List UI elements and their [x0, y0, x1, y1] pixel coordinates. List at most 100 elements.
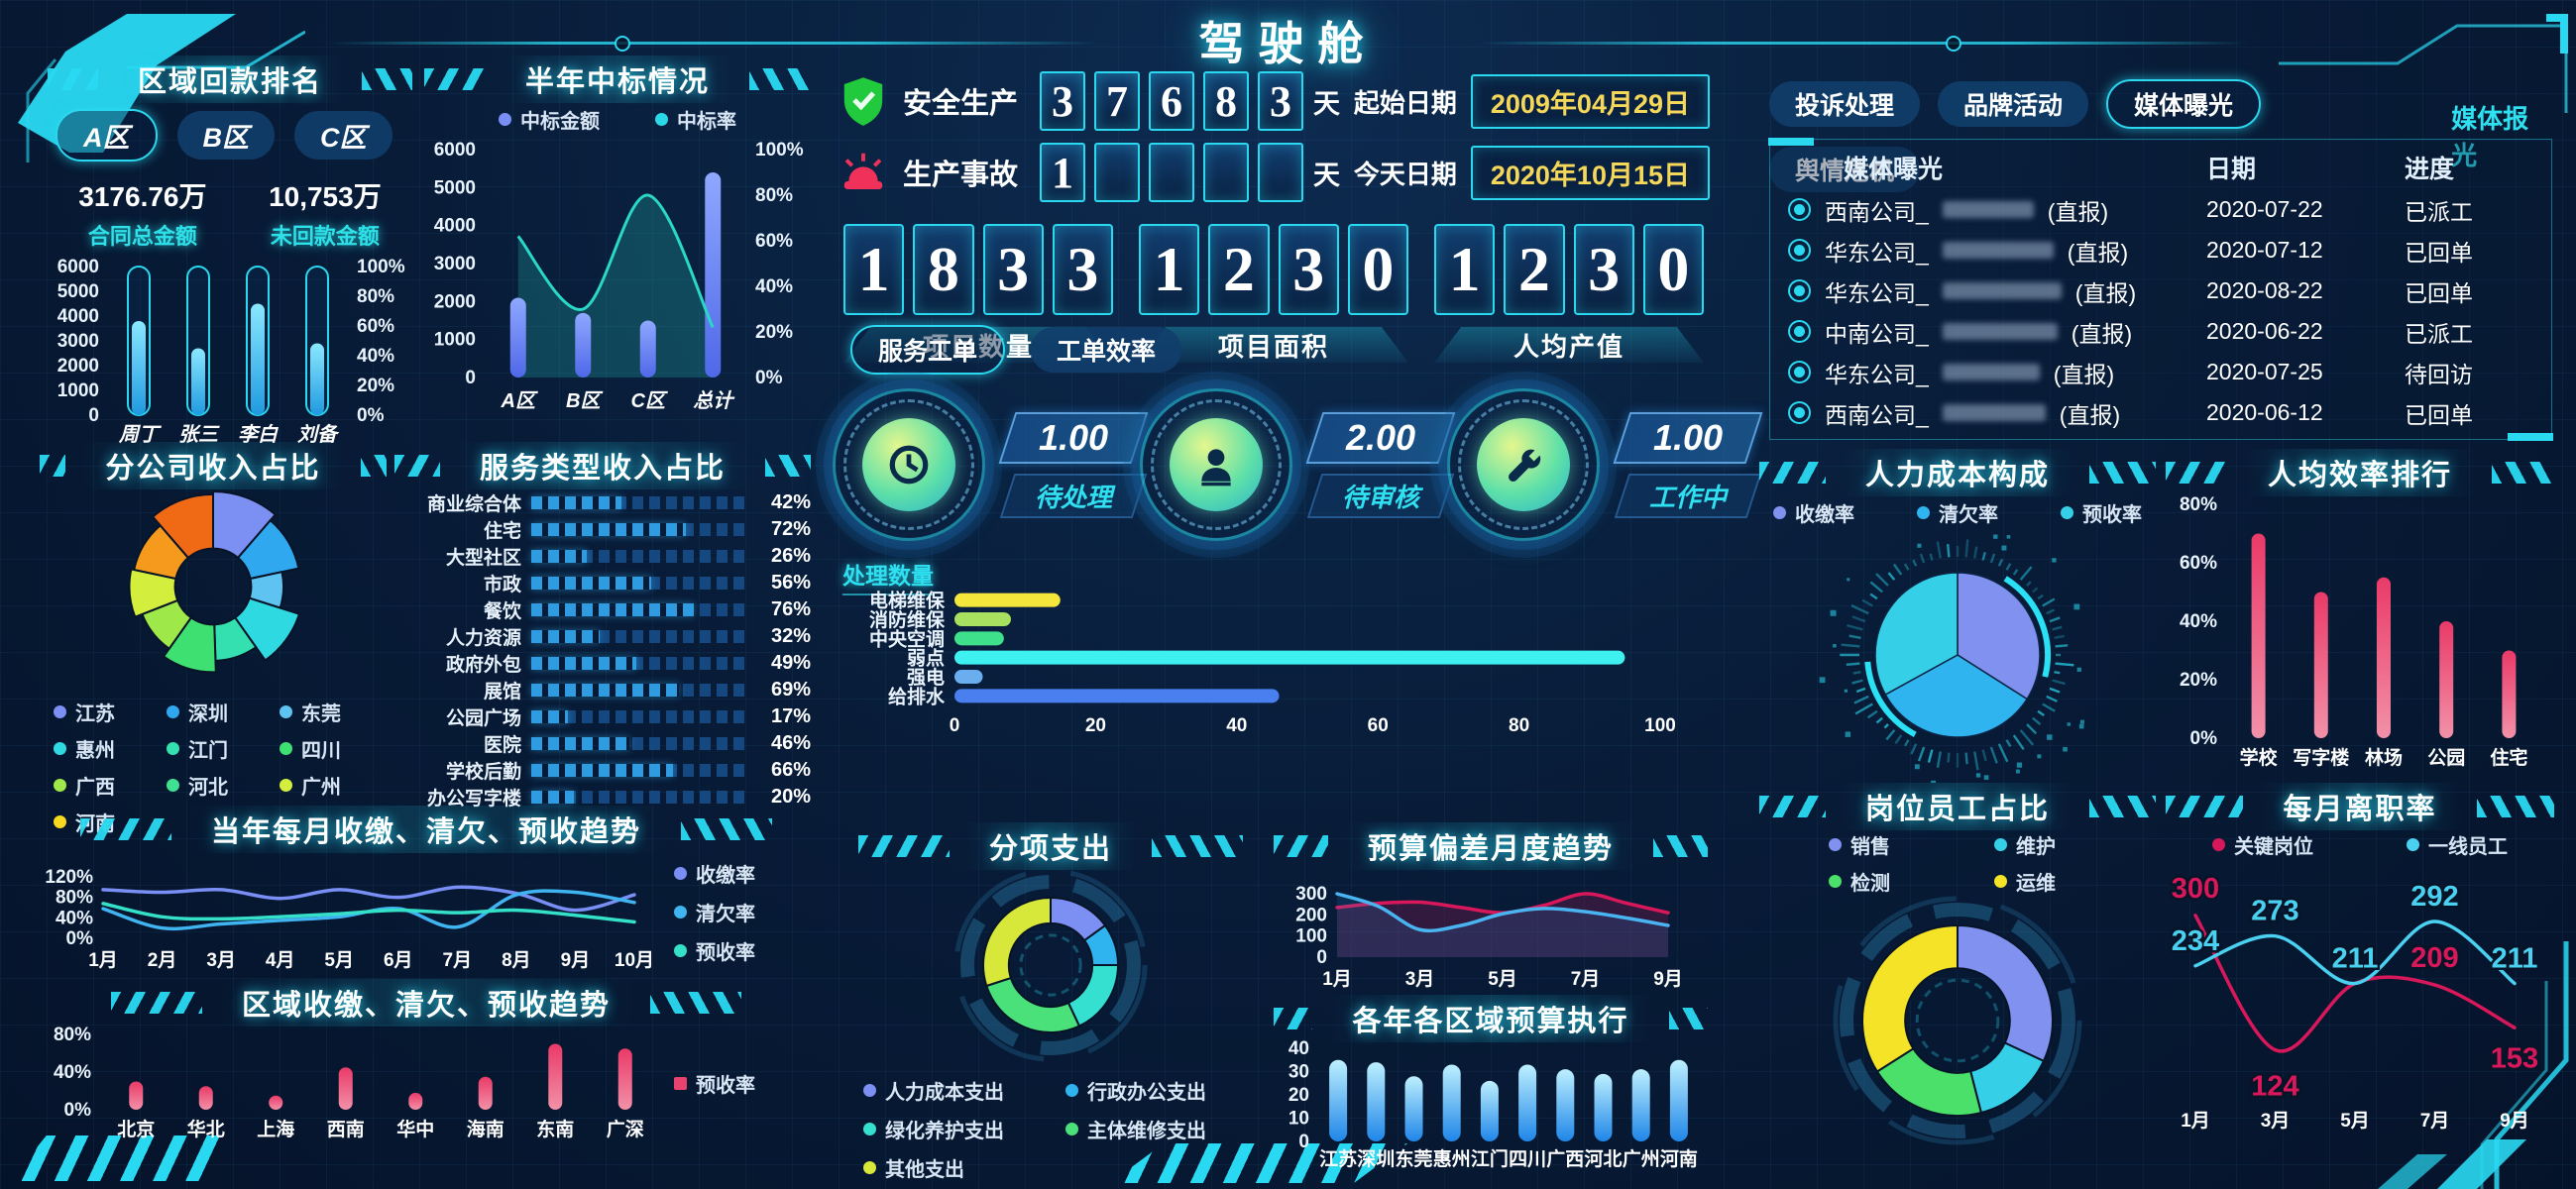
svg-text:3月: 3月 [206, 950, 236, 971]
panel-title: 每月离职率 [2259, 783, 2461, 830]
digit-box: 1 [1139, 224, 1200, 315]
svg-text:电梯维保: 电梯维保 [869, 590, 946, 612]
service-revenue-value: 49% [770, 652, 811, 674]
media-table-row[interactable]: 西南公司_ (直报) 2020-07-22 已派工 [1788, 189, 2533, 230]
title-stripes [2476, 796, 2554, 817]
row-date: 2020-08-22 [2206, 277, 2323, 303]
svg-text:5月: 5月 [2340, 1111, 2370, 1132]
tab-B区[interactable]: B区 [176, 111, 275, 160]
tab-A区[interactable]: A区 [56, 109, 158, 162]
legend-swatch [167, 742, 179, 755]
tab-舆情危机[interactable]: 舆情危机 [1769, 147, 1921, 192]
turnover-chart: 1月 3月 5月 7月 9月 300 124 209 153 234 273 211 292 211 [2166, 859, 2554, 1133]
legend-swatch [674, 866, 687, 880]
row-status: 已回单 [2405, 239, 2473, 266]
svg-text:刘备: 刘备 [297, 423, 340, 446]
legend-item: 清欠率 [674, 898, 755, 926]
legend-swatch [280, 779, 292, 792]
title-stripes [1759, 462, 1826, 484]
svg-text:四川: 四川 [1509, 1149, 1546, 1170]
svg-text:0: 0 [1316, 947, 1327, 968]
svg-text:6000: 6000 [57, 257, 99, 277]
svg-text:东莞: 东莞 [1395, 1147, 1432, 1170]
panel-budget-deviation: 预算偏差月度趋势 300 200 100 0 1月 3月 5月 7月 9月 [1274, 822, 1708, 995]
svg-text:5000: 5000 [434, 177, 476, 198]
tab-服务工单[interactable]: 服务工单 [850, 325, 1006, 375]
digit-box: 8 [913, 224, 974, 315]
svg-text:C区: C区 [631, 390, 668, 412]
legend-item: 预收率 [2061, 498, 2142, 527]
media-table-row[interactable]: 华东公司_ (直报) 2020-07-12 已回单 [1788, 230, 2533, 270]
service-revenue-bar [531, 630, 745, 643]
gauge-label: 待审核 [1342, 482, 1420, 512]
position-ratio-legend: 销售 维护 检测 运维 [1759, 828, 2156, 896]
payment-rank-chart: 6000 5000 4000 3000 2000 1000 0 100% 80% 60% 40% 20… [48, 257, 412, 447]
legend-swatch [1829, 838, 1842, 851]
svg-text:东南: 东南 [536, 1118, 574, 1140]
processing-chart: 0 20 40 60 80 100 电梯维保 消防维保 中央空调 弱点 强电 给排水 [838, 587, 1690, 736]
svg-text:B区: B区 [566, 390, 603, 412]
legend-item: 检测 [1829, 867, 1990, 896]
tab-工单效率[interactable]: 工单效率 [1031, 327, 1182, 373]
title-stripes [1152, 835, 1243, 857]
company-name: 西南公司_ [1825, 401, 1929, 428]
legend-swatch [167, 705, 179, 718]
tab-媒体曝光[interactable]: 媒体曝光 [2106, 79, 2262, 129]
legend-item: 主体维修支出 [1065, 1115, 1264, 1143]
budget-deviation-chart: 300 200 100 0 1月 3月 5月 7月 9月 [1274, 868, 1708, 991]
turnover-legend: 关键岗位 一线员工 [2166, 828, 2554, 859]
media-table-body: 西南公司_ (直报) 2020-07-22 已派工 华东公司_ (直报) 202… [1788, 189, 2533, 433]
media-table-row[interactable]: 西南公司_ (直报) 2020-06-12 已回单 [1788, 392, 2533, 433]
legend-item: 收缴率 [674, 859, 755, 888]
svg-text:40%: 40% [2180, 611, 2217, 632]
legend-item: 运维 [1994, 867, 2156, 896]
legend-swatch [54, 815, 66, 828]
svg-text:60: 60 [1368, 715, 1389, 735]
page-title: 驾驶舱 [1198, 18, 1378, 69]
media-table-row[interactable]: 中南公司_ (直报) 2020-06-22 已派工 [1788, 311, 2533, 352]
report-type: (直报) [2071, 320, 2133, 347]
tab-投诉处理[interactable]: 投诉处理 [1769, 81, 1921, 127]
start-date-label: 起始日期 [1353, 87, 1457, 118]
service-revenue-value: 76% [770, 598, 811, 620]
digit-box: 1 [843, 224, 905, 315]
row-radio-icon [1788, 279, 1811, 302]
svg-text:4000: 4000 [434, 216, 476, 237]
legend-swatch [1829, 875, 1842, 888]
media-report-link[interactable]: 媒体报光 [2451, 104, 2529, 170]
svg-text:A区: A区 [501, 390, 538, 412]
legend-swatch [1773, 506, 1786, 519]
row-radio-icon [1788, 401, 1811, 424]
svg-text:江苏: 江苏 [1319, 1147, 1357, 1170]
legend-item: 预收率 [674, 1069, 755, 1098]
title-stripes [48, 68, 98, 90]
legend-item: 惠州 [54, 734, 161, 763]
svg-text:6000: 6000 [434, 140, 476, 161]
digit-box: 1 [1434, 224, 1496, 315]
svg-text:234: 234 [2172, 925, 2219, 957]
title-stripes [857, 835, 950, 857]
svg-text:深圳: 深圳 [1357, 1147, 1395, 1170]
svg-text:海南: 海南 [467, 1118, 504, 1140]
panel-position-ratio: 岗位员工占比 销售 维护 检测 运维 [1759, 783, 2156, 1153]
service-revenue-row: 医院 46% [394, 730, 811, 757]
media-table-row[interactable]: 华东公司_ (直报) 2020-08-22 已回单 [1788, 270, 2533, 311]
service-revenue-bar [531, 791, 745, 804]
gauge-ring [1447, 388, 1601, 541]
service-revenue-label: 办公写字楼 [426, 789, 521, 810]
service-revenue-label: 展馆 [483, 682, 521, 703]
tab-C区[interactable]: C区 [294, 111, 392, 160]
svg-text:2000: 2000 [57, 356, 99, 377]
service-revenue-label: 政府外包 [445, 655, 521, 676]
wrench-icon [1509, 449, 1541, 482]
service-revenue-label: 市政 [483, 575, 521, 595]
digit-box [1258, 143, 1304, 202]
regional-trend-legend: 预收率 [674, 1025, 755, 1141]
svg-text:80%: 80% [755, 185, 793, 206]
svg-text:30: 30 [1288, 1062, 1309, 1083]
svg-text:张三: 张三 [178, 424, 220, 446]
legend-swatch [674, 905, 687, 919]
tab-品牌活动[interactable]: 品牌活动 [1938, 81, 2089, 127]
svg-text:20: 20 [1085, 715, 1106, 735]
media-table-row[interactable]: 华东公司_ (直报) 2020-07-25 待回访 [1788, 352, 2533, 392]
